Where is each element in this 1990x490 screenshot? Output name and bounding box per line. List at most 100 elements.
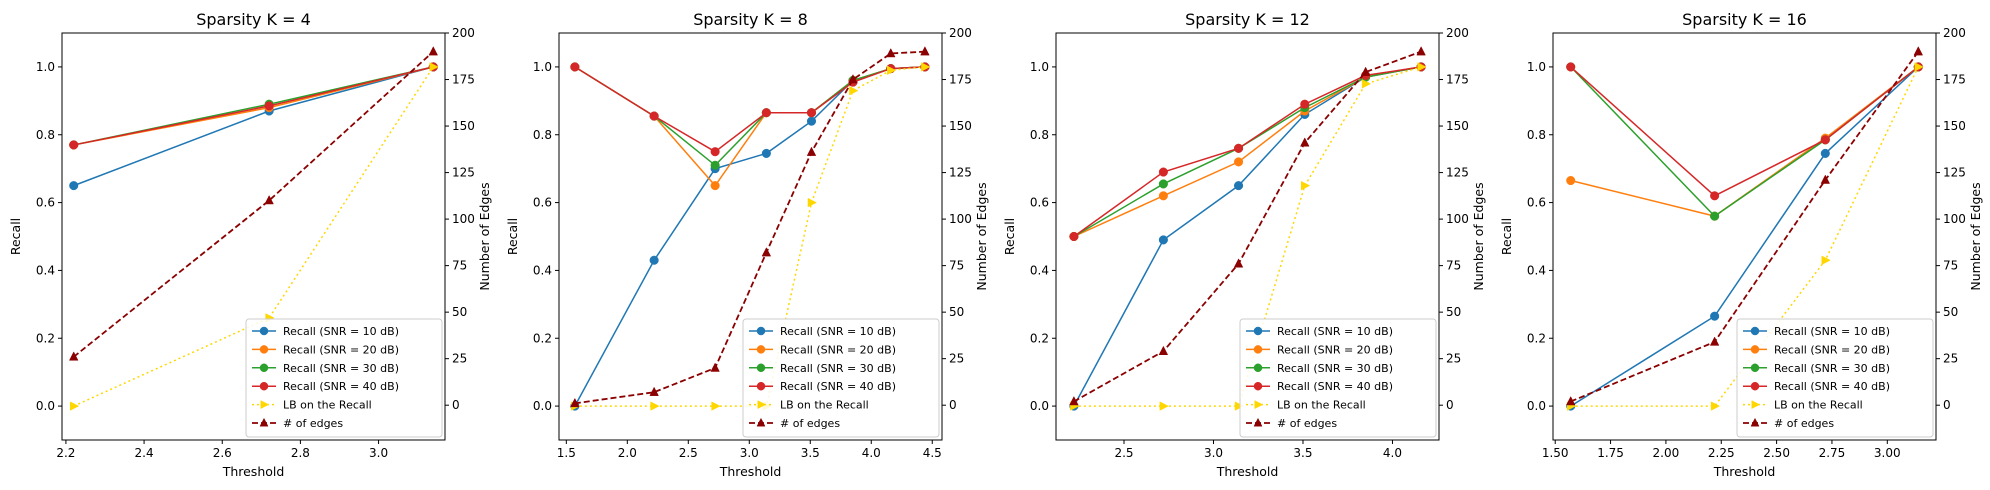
legend-swatch-marker xyxy=(259,417,269,427)
y2-tick-label: 125 xyxy=(452,166,475,180)
legend-label: # of edges xyxy=(780,417,840,430)
chart-panel-4: Sparsity K = 16 1.50 1.75 2.00 2.25 2.50 2.75 3… xyxy=(1499,10,1983,479)
legend-box xyxy=(742,318,940,438)
data-point xyxy=(761,108,771,118)
y-tick-label: 1.0 xyxy=(1030,60,1049,74)
x-tick-label: 2.5 xyxy=(679,446,698,460)
y2-axis-label: Number of Edges xyxy=(1968,182,1983,290)
series-2 xyxy=(570,62,930,191)
y2-tick-label: 100 xyxy=(1943,212,1966,226)
series-3 xyxy=(69,62,438,150)
legend-swatch-marker xyxy=(1253,381,1263,391)
x-tick-label: 2.0 xyxy=(618,446,637,460)
y-tick-label: 0.6 xyxy=(36,196,55,210)
y-tick-label: 0.8 xyxy=(36,128,55,142)
data-point xyxy=(570,397,580,408)
legend-label: Recall (SNR = 20 dB) xyxy=(780,343,896,356)
data-point xyxy=(761,148,771,158)
y-tick-label: 0.0 xyxy=(1030,399,1049,413)
data-point xyxy=(848,74,858,84)
data-point xyxy=(1710,211,1720,221)
data-point xyxy=(1913,46,1923,56)
data-point xyxy=(1159,401,1169,411)
y-tick-label: 0.6 xyxy=(533,196,552,210)
data-point xyxy=(264,101,274,111)
chart-title: Sparsity K = 4 xyxy=(196,10,311,29)
data-point xyxy=(1234,157,1244,167)
legend-swatch-marker xyxy=(1253,417,1263,427)
data-point xyxy=(1416,46,1426,56)
data-point xyxy=(649,255,659,265)
legend: Recall (SNR = 10 dB) Recall (SNR = 20 dB)… xyxy=(245,318,443,438)
y-axis-label: Recall xyxy=(8,218,23,255)
y2-tick-label: 100 xyxy=(949,212,972,226)
y2-tick-label: 50 xyxy=(452,305,467,319)
legend-label: LB on the Recall xyxy=(283,399,372,412)
y2-tick-label: 0 xyxy=(1943,398,1951,412)
y2-tick-label: 150 xyxy=(1943,119,1966,133)
y2-tick-label: 0 xyxy=(1446,398,1454,412)
chart-panel-3: Sparsity K = 12 2.5 3.0 3.5 4.0 0.0 0.2 0.4 0.6 0… xyxy=(1002,10,1486,479)
series-line xyxy=(574,66,925,153)
x-tick-label: 2.50 xyxy=(1763,446,1790,460)
data-point xyxy=(920,46,930,56)
legend-label: LB on the Recall xyxy=(1277,399,1366,412)
x-tick-label: 2.25 xyxy=(1708,446,1735,460)
y-tick-label: 1.0 xyxy=(533,60,552,74)
series-3 xyxy=(570,62,930,170)
data-point xyxy=(806,116,817,126)
axes-frame xyxy=(558,32,943,441)
data-point xyxy=(1234,143,1244,153)
legend-label: Recall (SNR = 40 dB) xyxy=(283,380,399,393)
legend-swatch-marker xyxy=(756,363,766,373)
data-point xyxy=(1566,62,1576,72)
legend-label: Recall (SNR = 30 dB) xyxy=(283,362,399,375)
y2-tick-label: 175 xyxy=(949,73,972,87)
x-tick-label: 2.4 xyxy=(135,446,154,460)
y2-tick-label: 25 xyxy=(949,352,964,366)
legend-label: Recall (SNR = 30 dB) xyxy=(780,362,896,375)
y2-tick-label: 75 xyxy=(1943,259,1958,273)
y-tick-label: 0.0 xyxy=(36,399,55,413)
data-point xyxy=(429,62,439,72)
y2-axis-label: Number of Edges xyxy=(974,182,989,290)
chart-panel-2: Sparsity K = 8 1.5 2.0 2.5 3.0 3.5 4.0 4.5 0.0 0.… xyxy=(505,10,989,479)
y2-tick-label: 50 xyxy=(1943,305,1958,319)
data-point xyxy=(69,140,79,150)
legend-label: Recall (SNR = 40 dB) xyxy=(780,380,896,393)
data-point xyxy=(428,46,438,56)
legend-swatch-marker xyxy=(260,400,270,410)
legend-swatch-marker xyxy=(1750,381,1760,391)
series-line xyxy=(1570,51,1920,403)
y2-tick-label: 175 xyxy=(452,73,475,87)
y-tick-label: 0.4 xyxy=(36,263,55,277)
series-line xyxy=(574,66,925,167)
series-1 xyxy=(69,62,438,191)
data-point xyxy=(1300,99,1310,109)
legend-swatch-marker xyxy=(1750,363,1760,373)
legend: Recall (SNR = 10 dB) Recall (SNR = 20 dB)… xyxy=(1239,318,1437,438)
data-point xyxy=(806,146,817,156)
x-tick-label: 2.2 xyxy=(56,446,75,460)
x-tick-label: 3.0 xyxy=(369,446,388,460)
chart-panel-1: Sparsity K = 4 2.2 2.4 2.6 2.8 3.0 0.0 0.2 0.4 0.… xyxy=(8,10,492,479)
data-point xyxy=(1566,175,1576,186)
legend-label: # of edges xyxy=(1774,417,1834,430)
series-line xyxy=(574,66,925,187)
x-tick-label: 2.8 xyxy=(291,446,310,460)
legend-label: # of edges xyxy=(283,417,343,430)
data-point xyxy=(849,85,859,96)
data-point xyxy=(1069,396,1079,406)
x-tick-label: 1.75 xyxy=(1597,446,1624,460)
x-tick-label: 2.75 xyxy=(1819,446,1846,460)
data-point xyxy=(1300,137,1310,147)
y2-tick-label: 75 xyxy=(1446,259,1461,273)
legend-label: Recall (SNR = 10 dB) xyxy=(1277,325,1393,338)
series-line xyxy=(1570,66,1919,217)
legend-label: Recall (SNR = 10 dB) xyxy=(780,325,896,338)
y-tick-label: 0.2 xyxy=(533,331,552,345)
data-point xyxy=(649,111,659,121)
data-point xyxy=(1233,258,1244,268)
data-point xyxy=(806,108,817,118)
y2-tick-label: 25 xyxy=(452,352,467,366)
